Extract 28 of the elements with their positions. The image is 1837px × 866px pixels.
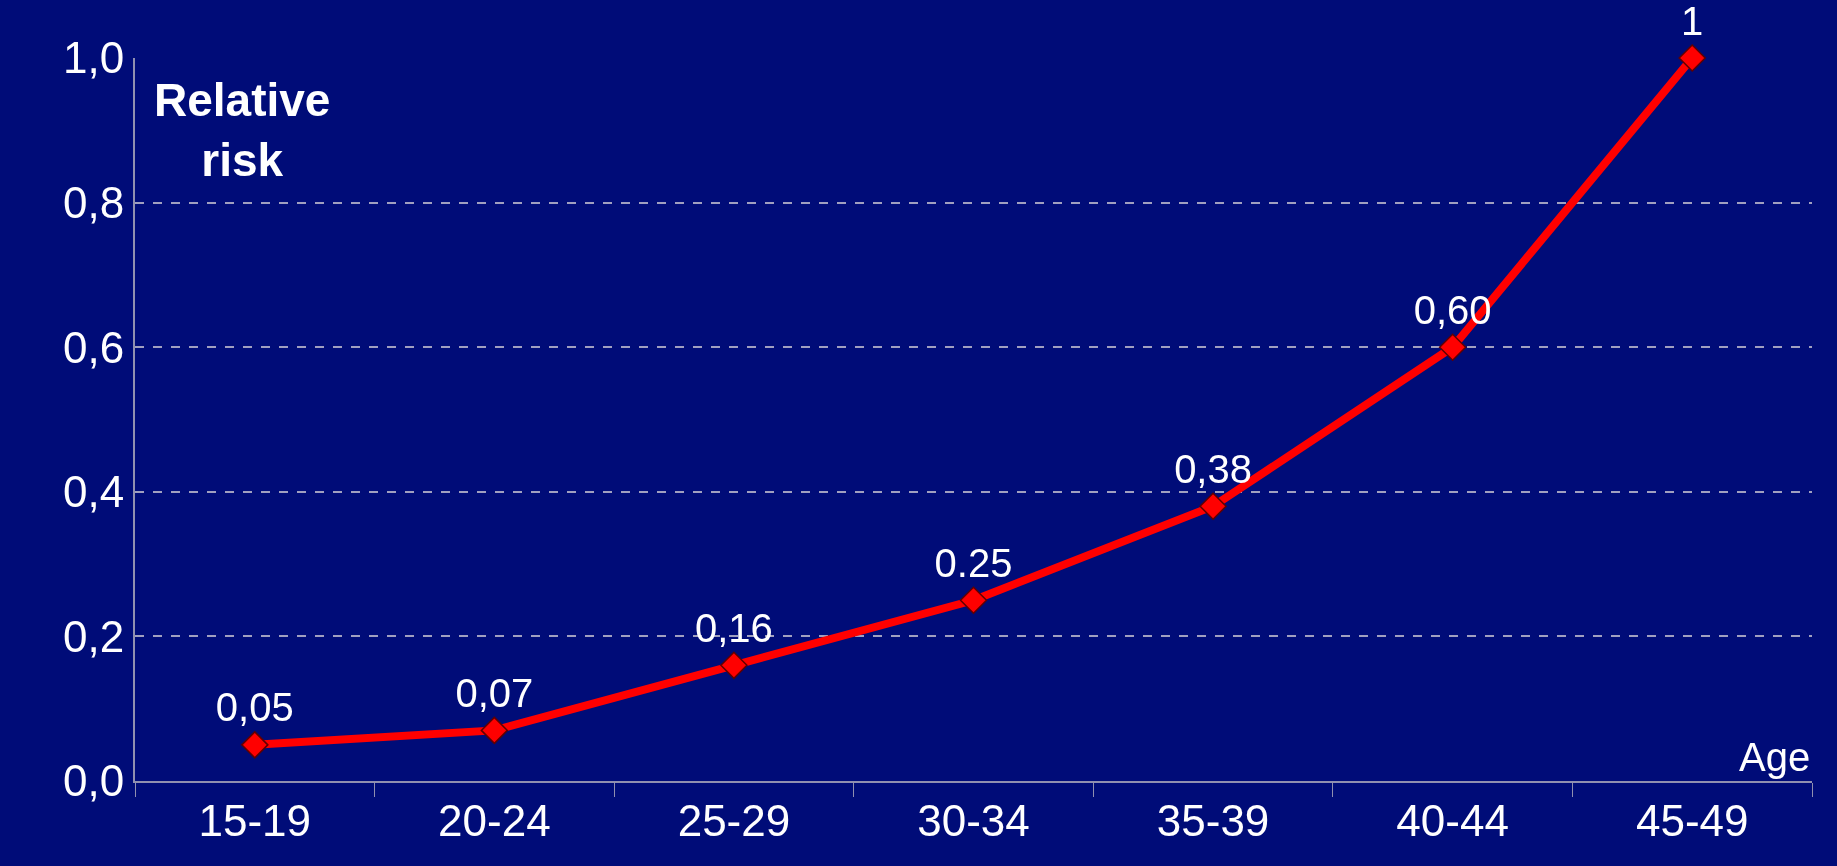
point xyxy=(241,731,269,759)
point xyxy=(1199,492,1227,521)
point xyxy=(1678,44,1706,72)
x-tick-label: 45-49 xyxy=(1635,795,1749,845)
data-label: 0,07 xyxy=(455,670,534,715)
point xyxy=(1438,333,1467,361)
data-label: 0.25 xyxy=(934,540,1013,585)
x-tick-label: 30-34 xyxy=(917,795,1030,845)
data-label: 1 xyxy=(1681,0,1704,43)
x-tick-label: 25-29 xyxy=(677,795,791,845)
data-label: 0,38 xyxy=(1174,446,1252,491)
y-tick-label: 0,6 xyxy=(63,322,125,372)
y-tick-label: 0,8 xyxy=(63,178,125,227)
y-tick-label: 0,4 xyxy=(63,467,125,517)
x-axis-title: Age xyxy=(1739,735,1811,779)
point xyxy=(480,716,509,745)
x-tick-label: 40-44 xyxy=(1396,795,1509,845)
point xyxy=(720,651,748,680)
y-axis-title: Relative risk xyxy=(154,74,331,186)
x-tick-label: 35-39 xyxy=(1156,795,1270,845)
x-tick-label: 20-24 xyxy=(438,795,551,845)
data-label: 0,16 xyxy=(695,605,773,650)
y-tick-label: 0,0 xyxy=(63,756,125,806)
y-tick-label: 1,0 xyxy=(63,33,125,83)
point xyxy=(959,586,988,614)
data-label: 0,05 xyxy=(215,685,294,730)
y-tick-label: 0,2 xyxy=(63,611,125,661)
x-tick-label: 15-19 xyxy=(198,795,312,845)
